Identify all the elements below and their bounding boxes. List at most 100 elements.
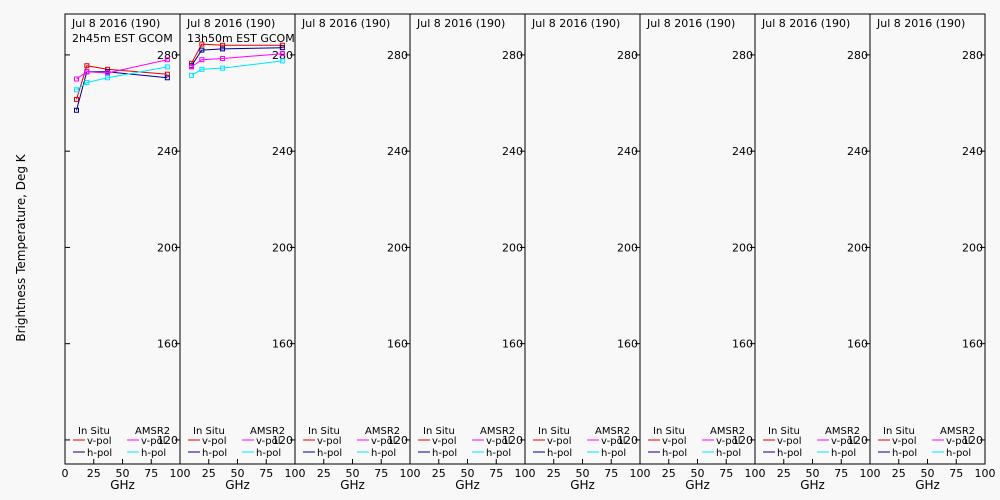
legend-label-amsr: v-pol: [831, 436, 856, 447]
y-tick-label: 160: [157, 338, 178, 351]
legend-label-insitu: h-pol: [317, 448, 342, 459]
panel-1: 120 160 200 240 280 0 25 50 75 100 GHz Jul 8 2016 (…: [62, 13, 191, 492]
y-tick-label: 120: [387, 434, 408, 447]
panel-title: Jul 8 2016 (190): [531, 17, 620, 30]
x-tick-label: 25: [202, 467, 216, 480]
y-tick-label: 200: [502, 241, 523, 254]
x-tick-label: 0: [62, 467, 69, 480]
data-point: [220, 65, 226, 71]
panel-title: Jul 8 2016 (190): [416, 17, 505, 30]
y-tick-label: 160: [272, 338, 293, 351]
data-point: [74, 96, 79, 102]
series-line: [76, 65, 168, 100]
legend-label-insitu: h-pol: [547, 448, 572, 459]
x-tick-label: 25: [87, 467, 101, 480]
x-tick-label: 50: [806, 467, 820, 480]
legend-insitu-header: In Situ: [78, 426, 110, 437]
series-amsr2-v-pol: [74, 57, 170, 82]
y-tick-label: 120: [732, 434, 753, 447]
y-tick-label: 240: [617, 145, 638, 158]
y-axis-title: Brightness Temperature, Deg K: [14, 153, 28, 341]
data-point: [105, 75, 111, 81]
legend-label-insitu: v-pol: [547, 436, 572, 447]
legend-label-amsr: h-pol: [141, 448, 166, 459]
series-line: [76, 66, 168, 91]
series-amsr2-h-pol: [74, 64, 170, 93]
legend-label-insitu: h-pol: [892, 448, 917, 459]
x-tick-label: 100: [400, 467, 421, 480]
panel-8: 120 160 200 240 280 25 50 75 100 GHz Jul 8 2016 (1…: [869, 13, 996, 492]
panel-subtitle: 2h45m EST GCOM: [72, 32, 173, 45]
data-point: [220, 56, 226, 62]
legend-amsr-header: AMSR2: [480, 426, 515, 437]
x-tick-label: 50: [691, 467, 705, 480]
y-tick-label: 200: [157, 241, 178, 254]
x-tick-label: 25: [662, 467, 676, 480]
x-tick-label: 25: [317, 467, 331, 480]
y-tick-label: 240: [272, 145, 293, 158]
data-point: [189, 64, 194, 70]
legend-label-amsr: h-pol: [256, 448, 281, 459]
series-line: [191, 53, 283, 68]
y-tick-label: 120: [847, 434, 868, 447]
legend-label-amsr: h-pol: [601, 448, 626, 459]
data-point: [84, 63, 90, 69]
legend-insitu-header: In Situ: [768, 426, 800, 437]
data-point: [164, 57, 170, 63]
x-tick-label: 75: [489, 467, 503, 480]
data-point: [279, 45, 285, 51]
x-tick-label: 75: [719, 467, 733, 480]
legend-label-insitu: h-pol: [662, 448, 687, 459]
data-point: [84, 69, 90, 75]
y-tick-label: 120: [502, 434, 523, 447]
x-tick-label: 25: [777, 467, 791, 480]
y-tick-label: 240: [502, 145, 523, 158]
x-tick-label: 100: [975, 467, 996, 480]
data-point: [199, 57, 205, 63]
x-tick-label: 25: [547, 467, 561, 480]
y-tick-label: 160: [617, 338, 638, 351]
panel-title: Jul 8 2016 (190): [71, 17, 160, 30]
x-tick-label: 100: [745, 467, 766, 480]
data-point: [74, 107, 79, 113]
y-tick-label: 240: [732, 145, 753, 158]
legend-amsr-header: AMSR2: [365, 426, 400, 437]
x-tick-label: 25: [892, 467, 906, 480]
legend-label-amsr: v-pol: [601, 436, 626, 447]
legend-amsr-header: AMSR2: [940, 426, 975, 437]
legend-amsr-header: AMSR2: [250, 426, 285, 437]
data-point: [279, 51, 285, 57]
x-tick-label: 75: [259, 467, 273, 480]
panel-title: Jul 8 2016 (190): [761, 17, 850, 30]
y-tick-label: 240: [847, 145, 868, 158]
series-line: [76, 59, 168, 80]
data-point: [164, 64, 170, 70]
panel-title: Jul 8 2016 (190): [186, 17, 275, 30]
series-line: [191, 60, 283, 76]
legend-label-insitu: v-pol: [317, 436, 342, 447]
series-line: [191, 43, 283, 64]
data-point: [189, 72, 194, 78]
legend-label-amsr: v-pol: [486, 436, 511, 447]
y-tick-label: 240: [157, 145, 178, 158]
legend-label-insitu: v-pol: [777, 436, 802, 447]
y-tick-label: 280: [732, 49, 753, 62]
series-in-situ-h-pol: [189, 45, 285, 69]
y-tick-label: 280: [502, 49, 523, 62]
y-tick-label: 200: [272, 241, 293, 254]
x-axis-title: GHz: [570, 478, 595, 492]
y-tick-label: 280: [157, 49, 178, 62]
series-line: [191, 47, 283, 66]
legend-label-amsr: h-pol: [831, 448, 856, 459]
y-tick-label: 240: [962, 145, 983, 158]
legend-label-insitu: v-pol: [87, 436, 112, 447]
y-tick-label: 200: [732, 241, 753, 254]
